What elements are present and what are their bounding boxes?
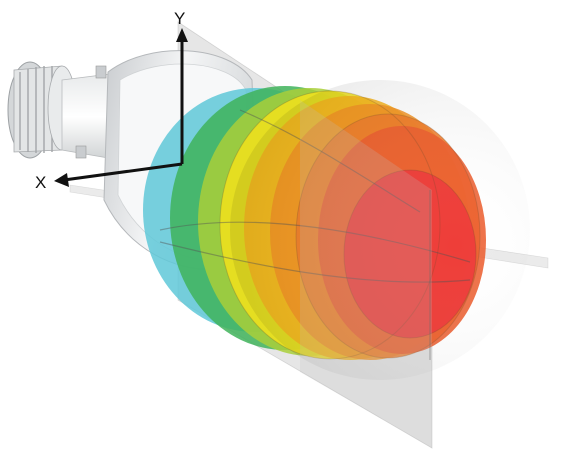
x-axis-arrowhead: [54, 173, 69, 187]
coordinate-axes: Y X: [35, 9, 188, 192]
vertical-plane-front: [300, 100, 432, 448]
y-axis-arrowhead: [176, 28, 188, 42]
radiation-lobe: [143, 80, 530, 380]
y-axis-label: Y: [174, 9, 185, 28]
x-axis-label: X: [35, 173, 46, 192]
x-axis-line: [63, 162, 183, 182]
plane-intersection-lines: [159, 109, 471, 360]
